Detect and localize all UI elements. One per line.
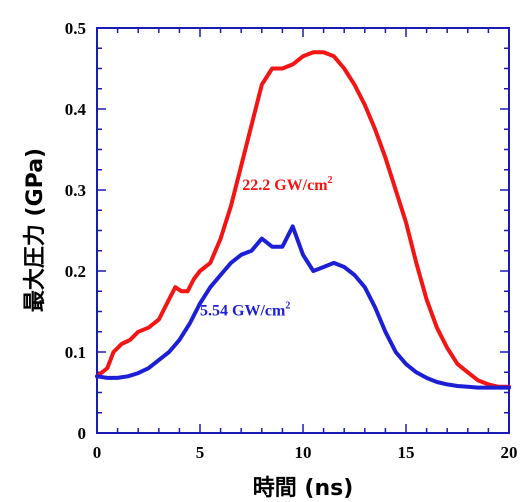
x-tick-label: 10 xyxy=(295,443,312,462)
axis-ticks xyxy=(96,27,510,434)
annotation-main: 5.54 GW/cm xyxy=(200,303,286,320)
plot-frame xyxy=(96,27,510,434)
annotation-main: 22.2 GW/cm xyxy=(242,177,328,194)
x-axis-title: 時間 (ns) xyxy=(253,476,354,501)
y-tick-label: 0.3 xyxy=(65,181,86,200)
annotation-superscript: 2 xyxy=(285,301,290,312)
y-tick-label: 0.2 xyxy=(65,262,86,281)
series-lines xyxy=(95,50,511,390)
y-tick-label: 0.5 xyxy=(65,19,86,38)
y-tick-label: 0.1 xyxy=(65,343,86,362)
x-tick-label: 0 xyxy=(93,443,102,462)
x-tick-label: 20 xyxy=(501,443,518,462)
series-annotation-2: 5.54 GW/cm2 xyxy=(200,301,290,320)
series-line-1 xyxy=(95,50,511,389)
y-tick-label: 0 xyxy=(78,424,87,443)
y-axis-title: 最大圧力 (GPa) xyxy=(23,148,48,312)
x-tick-label: 5 xyxy=(196,443,205,462)
series-line-2 xyxy=(95,224,511,390)
tick-labels: 0 5 10 15 20 0 0.1 0.2 0.3 0.4 0.5 xyxy=(65,19,518,462)
x-tick-label: 15 xyxy=(398,443,415,462)
y-tick-label: 0.4 xyxy=(65,100,87,119)
annotation-superscript: 2 xyxy=(328,175,333,186)
series-annotation-1: 22.2 GW/cm2 xyxy=(242,175,332,194)
